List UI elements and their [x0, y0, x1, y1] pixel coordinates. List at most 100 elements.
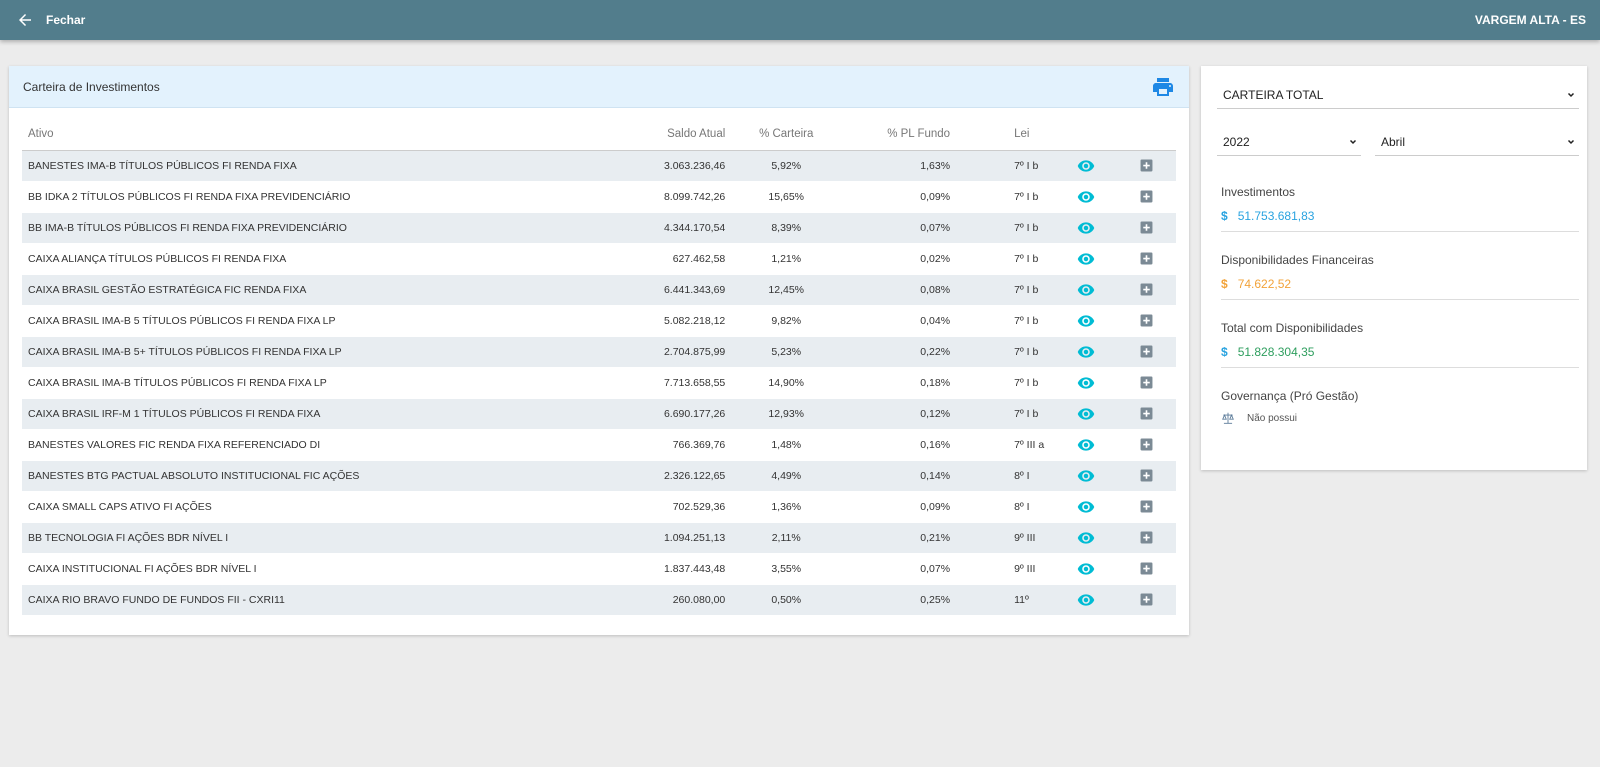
- plus-square-icon[interactable]: [1140, 407, 1153, 420]
- month-select[interactable]: Abril: [1375, 129, 1579, 156]
- eye-icon[interactable]: [1077, 560, 1095, 578]
- view-button[interactable]: [1056, 150, 1116, 181]
- plus-square-icon[interactable]: [1140, 190, 1153, 203]
- eye-icon[interactable]: [1077, 343, 1095, 361]
- year-select-value: 2022: [1223, 135, 1250, 149]
- eye-icon[interactable]: [1077, 405, 1095, 423]
- view-button[interactable]: [1056, 336, 1116, 367]
- cell-pl: 0,18%: [920, 376, 951, 389]
- cell-lei: 7º I b: [1014, 252, 1039, 265]
- cell-lei: 7º I b: [1014, 221, 1039, 234]
- add-button[interactable]: [1116, 336, 1176, 367]
- eye-icon[interactable]: [1077, 250, 1095, 268]
- cell-lei: 7º I b: [1014, 159, 1039, 172]
- cell-pl: 0,21%: [920, 531, 951, 544]
- view-button[interactable]: [1056, 429, 1116, 460]
- cell-ativo: CAIXA BRASIL IMA-B 5+ TÍTULOS PÚBLICOS F…: [28, 345, 342, 358]
- add-button[interactable]: [1116, 274, 1176, 305]
- printer-icon[interactable]: [1151, 75, 1175, 99]
- plus-square-icon[interactable]: [1140, 593, 1153, 606]
- eye-icon[interactable]: [1077, 188, 1095, 206]
- plus-square-icon[interactable]: [1140, 283, 1153, 296]
- view-button[interactable]: [1056, 522, 1116, 553]
- plus-square-icon[interactable]: [1140, 159, 1153, 172]
- view-button[interactable]: [1056, 584, 1116, 615]
- portfolio-select[interactable]: CARTEIRA TOTAL: [1217, 82, 1579, 109]
- plus-square-icon[interactable]: [1140, 252, 1153, 265]
- table-header-row: Ativo Saldo Atual % Carteira % PL Fundo …: [22, 118, 1176, 151]
- plus-square-icon[interactable]: [1140, 314, 1153, 327]
- plus-square-icon[interactable]: [1140, 562, 1153, 575]
- eye-icon[interactable]: [1077, 374, 1095, 392]
- add-button[interactable]: [1116, 305, 1176, 336]
- view-button[interactable]: [1056, 460, 1116, 491]
- eye-icon[interactable]: [1077, 436, 1095, 454]
- plus-square-icon[interactable]: [1140, 438, 1153, 451]
- cell-pl: 0,09%: [920, 500, 951, 513]
- view-button[interactable]: [1056, 398, 1116, 429]
- month-select-value: Abril: [1381, 135, 1406, 149]
- table-row: BANESTES VALORES FIC RENDA FIXA REFERENC…: [22, 429, 1176, 460]
- add-button[interactable]: [1116, 460, 1176, 491]
- add-button[interactable]: [1116, 181, 1176, 212]
- plus-square-icon[interactable]: [1140, 376, 1153, 389]
- governanca-value-row: Não possui: [1221, 411, 1579, 425]
- table-row: CAIXA BRASIL IMA-B 5+ TÍTULOS PÚBLICOS F…: [22, 336, 1176, 367]
- view-button[interactable]: [1056, 212, 1116, 243]
- table-row: BB IDKA 2 TÍTULOS PÚBLICOS FI RENDA FIXA…: [22, 181, 1176, 212]
- cell-carteira: 14,90%: [768, 376, 805, 389]
- table-row: CAIXA INSTITUCIONAL FI AÇÕES BDR NÍVEL I…: [22, 553, 1176, 584]
- cell-ativo: CAIXA BRASIL IRF-M 1 TÍTULOS PÚBLICOS FI…: [28, 407, 321, 420]
- view-button[interactable]: [1056, 181, 1116, 212]
- col-add: [1116, 118, 1176, 151]
- add-button[interactable]: [1116, 584, 1176, 615]
- view-button[interactable]: [1056, 243, 1116, 274]
- cell-saldo: 3.063.236,46: [663, 159, 726, 172]
- cell-carteira: 1,48%: [771, 438, 802, 451]
- portfolio-card: Carteira de Investimentos Ativo Saldo At…: [9, 66, 1189, 635]
- cell-saldo: 6.690.177,26: [663, 407, 726, 420]
- table-row: CAIXA BRASIL IMA-B TÍTULOS PÚBLICOS FI R…: [22, 367, 1176, 398]
- summary-card: CARTEIRA TOTAL 2022 Abril Investimentos …: [1201, 66, 1587, 470]
- portfolio-title: Carteira de Investimentos: [23, 79, 160, 94]
- cell-saldo: 4.344.170,54: [663, 221, 726, 234]
- eye-icon[interactable]: [1077, 157, 1095, 175]
- col-saldo: Saldo Atual: [621, 118, 732, 151]
- table-row: CAIXA BRASIL IMA-B 5 TÍTULOS PÚBLICOS FI…: [22, 305, 1176, 336]
- divider: [1221, 231, 1579, 232]
- plus-square-icon[interactable]: [1140, 221, 1153, 234]
- plus-square-icon[interactable]: [1140, 345, 1153, 358]
- eye-icon[interactable]: [1077, 529, 1095, 547]
- eye-icon[interactable]: [1077, 467, 1095, 485]
- add-button[interactable]: [1116, 553, 1176, 584]
- eye-icon[interactable]: [1077, 498, 1095, 516]
- plus-square-icon[interactable]: [1140, 531, 1153, 544]
- plus-square-icon[interactable]: [1140, 500, 1153, 513]
- cell-ativo: CAIXA SMALL CAPS ATIVO FI AÇÕES: [28, 500, 212, 513]
- eye-icon[interactable]: [1077, 281, 1095, 299]
- eye-icon[interactable]: [1077, 219, 1095, 237]
- eye-icon[interactable]: [1077, 312, 1095, 330]
- add-button[interactable]: [1116, 429, 1176, 460]
- add-button[interactable]: [1116, 212, 1176, 243]
- add-button[interactable]: [1116, 367, 1176, 398]
- year-select[interactable]: 2022: [1217, 129, 1361, 156]
- add-button[interactable]: [1116, 243, 1176, 274]
- plus-square-icon[interactable]: [1140, 469, 1153, 482]
- view-button[interactable]: [1056, 305, 1116, 336]
- add-button[interactable]: [1116, 522, 1176, 553]
- eye-icon[interactable]: [1077, 591, 1095, 609]
- col-carteira: % Carteira: [731, 118, 842, 151]
- governanca-stat: Governança (Pró Gestão) Não possui: [1221, 389, 1579, 425]
- add-button[interactable]: [1116, 150, 1176, 181]
- view-button[interactable]: [1056, 553, 1116, 584]
- view-button[interactable]: [1056, 274, 1116, 305]
- cell-carteira: 2,11%: [771, 531, 801, 544]
- close-button[interactable]: Fechar: [16, 11, 85, 29]
- view-button[interactable]: [1056, 367, 1116, 398]
- add-button[interactable]: [1116, 398, 1176, 429]
- view-button[interactable]: [1056, 491, 1116, 522]
- cell-lei: 7º III a: [1014, 438, 1045, 451]
- add-button[interactable]: [1116, 491, 1176, 522]
- cell-lei: 8º I: [1014, 469, 1030, 482]
